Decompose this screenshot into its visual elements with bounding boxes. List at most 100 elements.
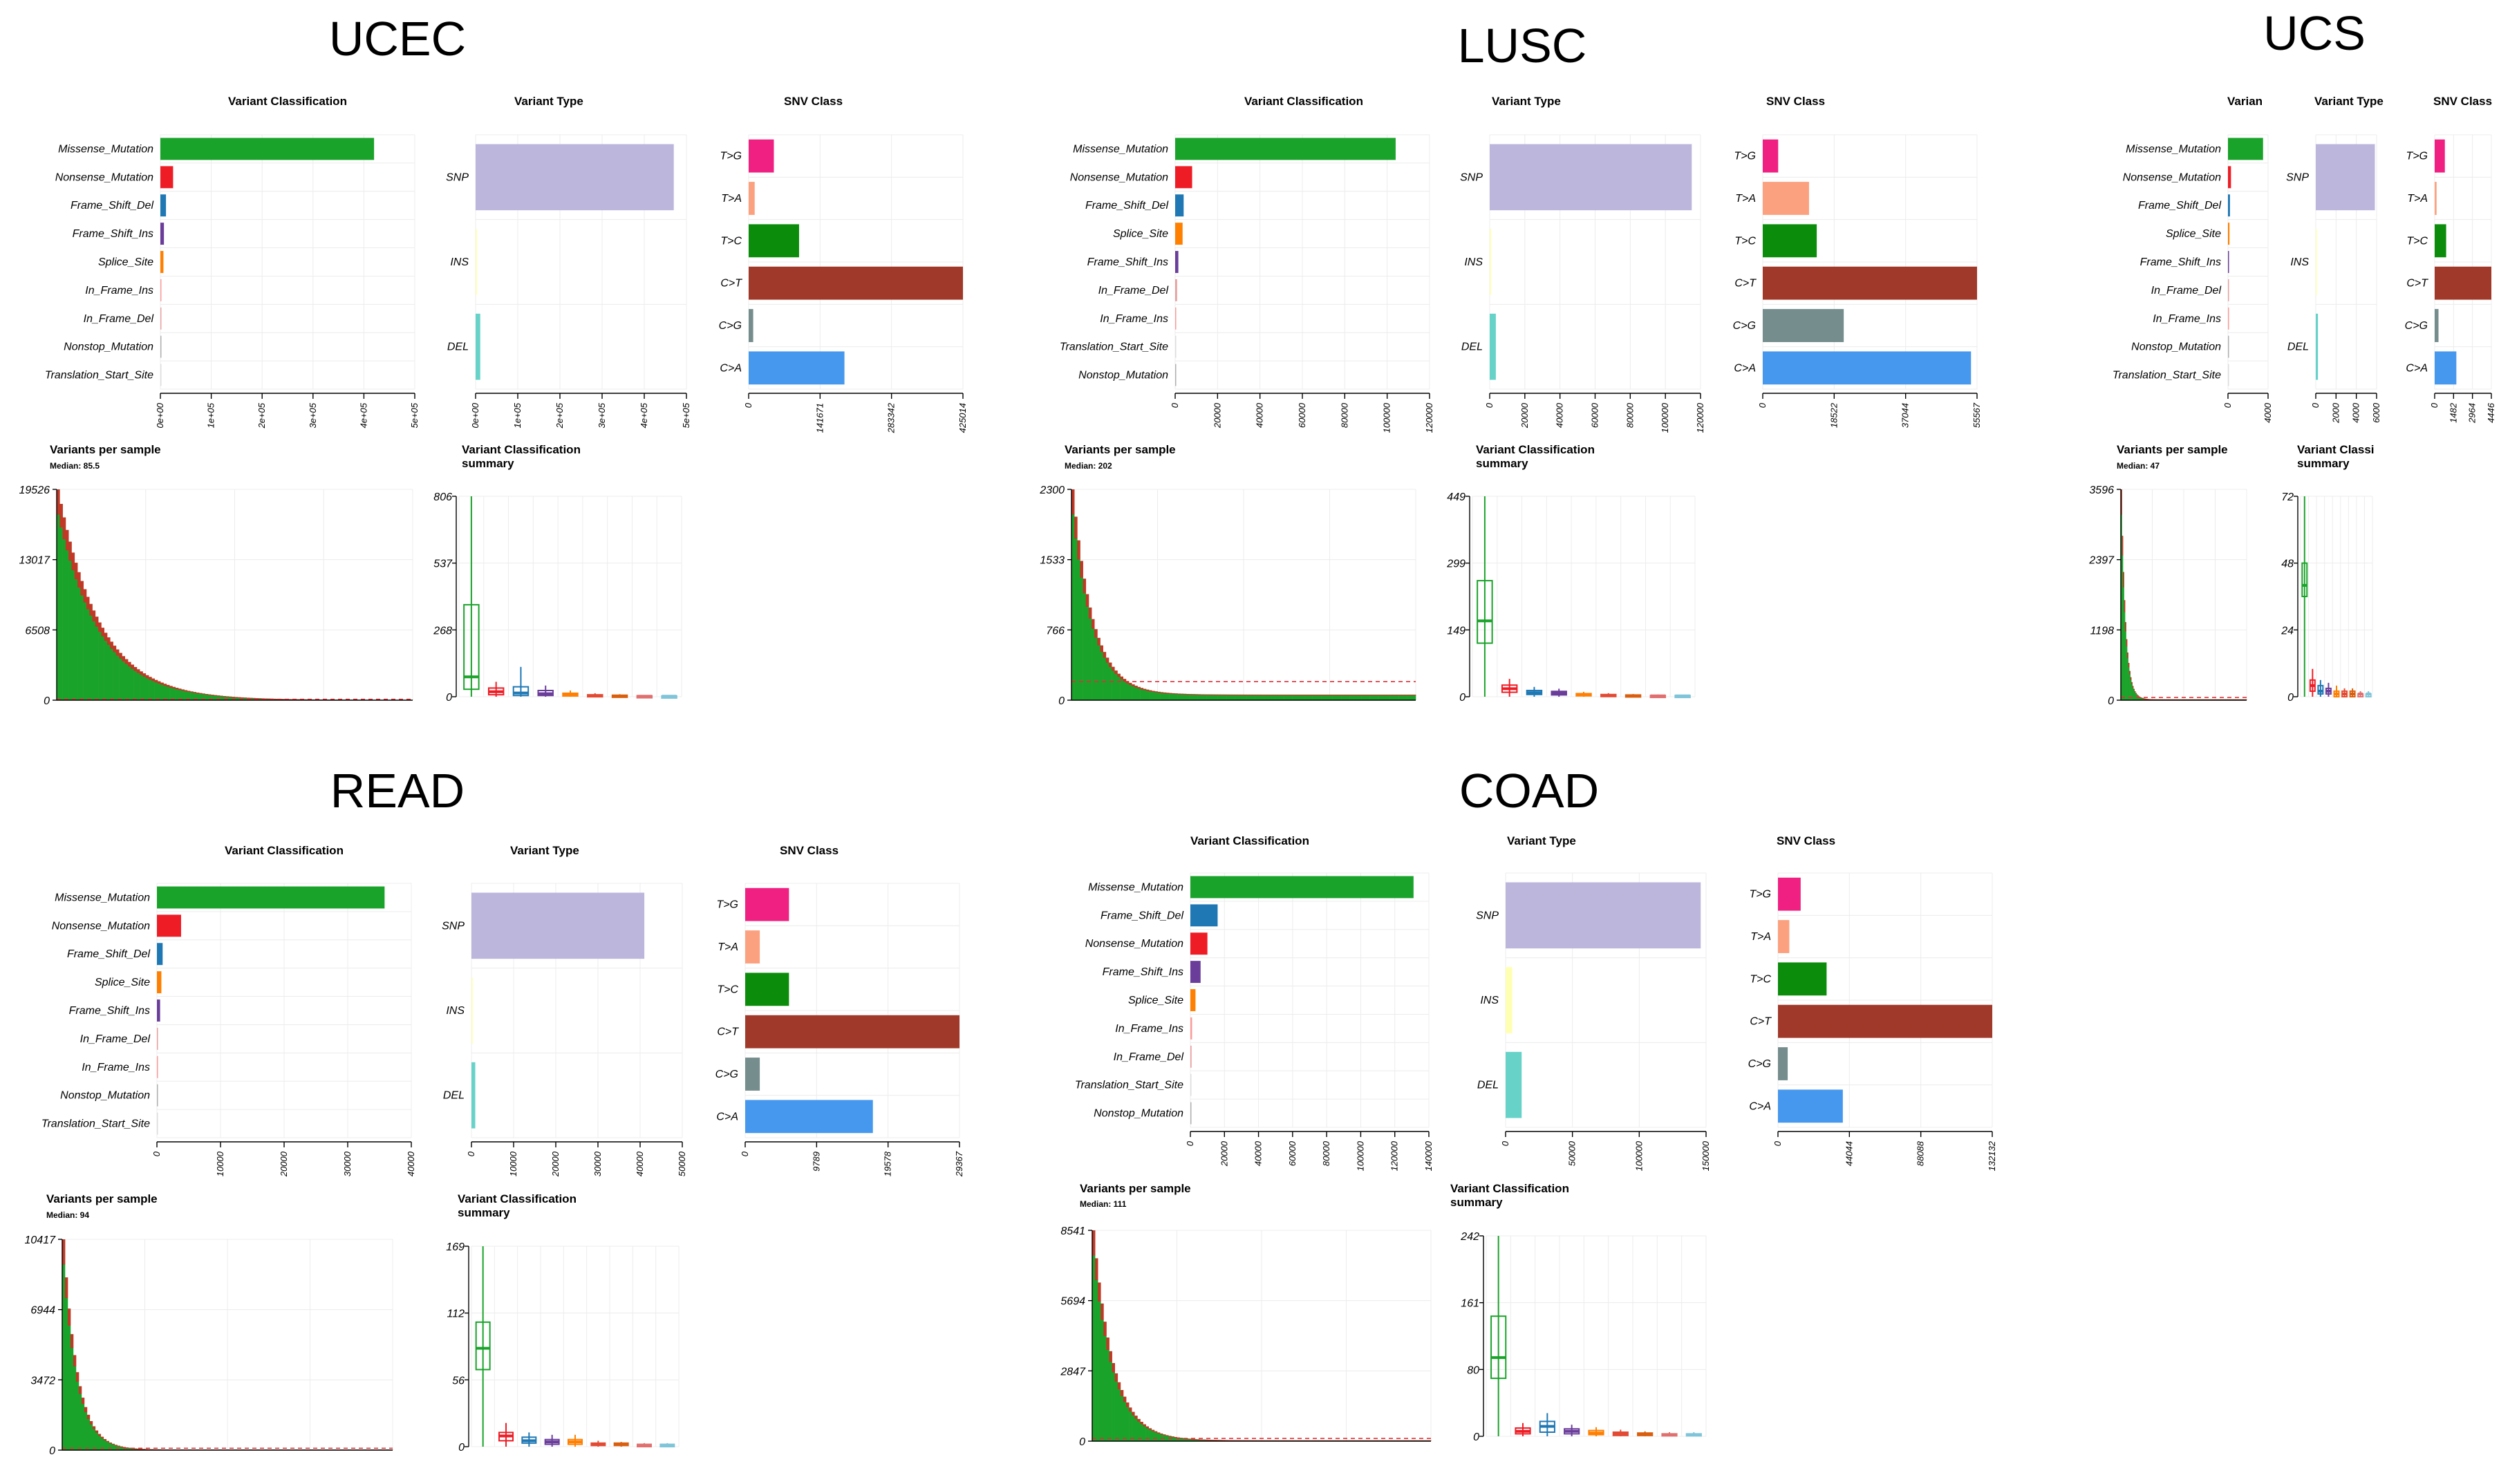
vt-category-label: INS (450, 256, 469, 268)
vps-sample-bar-cap (238, 697, 241, 698)
vps-sample-bar-cap (2135, 691, 2136, 693)
variant-classification-title: Variant Classification (1244, 95, 1363, 108)
vc-category-label: Missense_Mutation (55, 892, 150, 903)
vps-sample-bar-cap (146, 675, 149, 678)
snv-tick-label: 283342 (886, 402, 897, 433)
vc-tick-label: 0 (151, 1151, 162, 1156)
snv-bar (1763, 351, 1971, 384)
snv-class-title: SNV Class (2433, 95, 2492, 108)
snv-bar (1763, 140, 1778, 173)
box-tick-label: 24 (2281, 625, 2294, 637)
snv-tick-label: 18522 (1828, 402, 1839, 428)
vps-sample-bar (1266, 695, 1269, 700)
vc-category-label: Splice_Site (1113, 228, 1168, 240)
vt-bar (476, 314, 480, 380)
vps-sample-bar-cap (73, 1355, 76, 1367)
vps-tick-label: 2300 (1039, 485, 1065, 496)
vt-tick-label: 4e+05 (639, 402, 649, 428)
vc-bar (160, 223, 164, 245)
vt-tick-label: 0e+00 (470, 402, 480, 428)
vps-tick-label: 2397 (2088, 555, 2115, 567)
vps-sample-bar (116, 650, 120, 700)
vc-tick-label: 120000 (1389, 1140, 1400, 1171)
vps-sample-bar-cap (1098, 1283, 1101, 1302)
vps-sample-bar-cap (1101, 646, 1103, 652)
vps-tick-label: 1533 (1040, 555, 1065, 567)
vps-sample-bar-cap (1115, 1373, 1118, 1382)
vc-tick-label: 120000 (1424, 402, 1434, 433)
vps-sample-bar (1321, 695, 1324, 700)
vps-sample-bar (112, 1444, 115, 1450)
vc-category-label: Nonsense_Mutation (2123, 171, 2221, 183)
vt-bar (476, 229, 477, 295)
snv-bar (745, 1015, 959, 1049)
vps-sample-bar (158, 682, 161, 700)
vps-sample-bar-cap (2131, 682, 2133, 684)
snv-category-label: T>G (720, 151, 742, 162)
vps-sample-bar (1338, 695, 1341, 700)
snv-bar (1778, 1005, 1992, 1038)
vps-tick-label: 19526 (19, 485, 50, 496)
vps-sample-bar-cap (104, 632, 108, 641)
vps-sample-bar-cap (1146, 690, 1149, 691)
vps-sample-bar (1101, 1304, 1103, 1441)
vps-sample-bar-cap (1163, 1434, 1165, 1435)
variant-type-title: Variant Type (1492, 95, 1561, 108)
vc-category-label: Translation_Start_Site (1060, 341, 1168, 353)
vps-sample-bar (1101, 646, 1103, 700)
vps-sample-bar (1264, 695, 1266, 700)
vps-sample-bar-cap (140, 671, 143, 675)
box-tick-label: 0 (1473, 1431, 1479, 1443)
vt-tick-label: 30000 (592, 1151, 603, 1176)
vc-bar (2228, 336, 2229, 358)
vps-sample-bar-cap (1154, 691, 1157, 693)
vps-sample-bar-cap (87, 1415, 90, 1419)
box-tick-label: 149 (1447, 625, 1465, 637)
box-tick-label: 80 (1467, 1364, 1479, 1376)
vt-bar (476, 144, 674, 210)
vps-sample-bar-cap (164, 684, 167, 686)
vps-sample-bar-cap (1077, 541, 1080, 560)
median-label: Median: 85.5 (50, 461, 100, 471)
vc-bar (1175, 308, 1177, 330)
vps-sample-bar (1129, 1407, 1132, 1441)
vps-sample-bar (1370, 695, 1373, 700)
vps-sample-bar (1074, 517, 1077, 700)
box-tick-label: 449 (1447, 491, 1465, 503)
vps-sample-bar (1286, 695, 1289, 700)
vps-sample-bar (1232, 695, 1235, 700)
snv-bar (1778, 962, 1826, 995)
vt-bar (1506, 967, 1513, 1033)
snv-tick-label: 425014 (957, 403, 968, 433)
vc-tick-label: 4000 (2263, 402, 2273, 423)
snv-bar (1763, 267, 1977, 300)
vps-sample-bar (66, 530, 69, 700)
vt-tick-label: 4000 (2351, 402, 2361, 423)
vps-sample-bar (1198, 694, 1201, 700)
variant-classification-title: Variant Classification (228, 95, 347, 108)
vps-sample-bar (75, 563, 78, 700)
snv-category-label: T>A (718, 941, 738, 953)
vps-sample-bar (87, 1415, 90, 1450)
cancer-type-title: READ (330, 764, 465, 818)
snv-category-label: C>T (1734, 278, 1757, 290)
vc-bar (1190, 1074, 1192, 1096)
vps-sample-bar (1398, 695, 1401, 700)
vps-sample-bar-cap (82, 1398, 84, 1404)
snv-category-label: T>G (1734, 151, 1756, 162)
vps-tick-label: 6508 (25, 625, 50, 637)
vps-sample-bar-cap (118, 1446, 120, 1447)
vc-bar (1190, 961, 1201, 983)
vps-sample-bar (1126, 681, 1129, 700)
vps-sample-bar-cap (1080, 561, 1083, 578)
vc-category-label: Nonstop_Mutation (1094, 1108, 1183, 1120)
vt-tick-label: 100000 (1660, 402, 1670, 433)
snv-bar (2435, 224, 2446, 257)
vc-bar (1175, 223, 1183, 245)
vps-sample-bar-cap (2123, 572, 2124, 588)
vps-sample-bar-cap (185, 690, 188, 691)
vps-tick-label: 8541 (1060, 1225, 1085, 1237)
snv-category-label: T>A (1750, 931, 1771, 943)
vps-sample-bar-cap (1154, 1431, 1157, 1433)
vps-sample-bar-cap (93, 610, 96, 621)
